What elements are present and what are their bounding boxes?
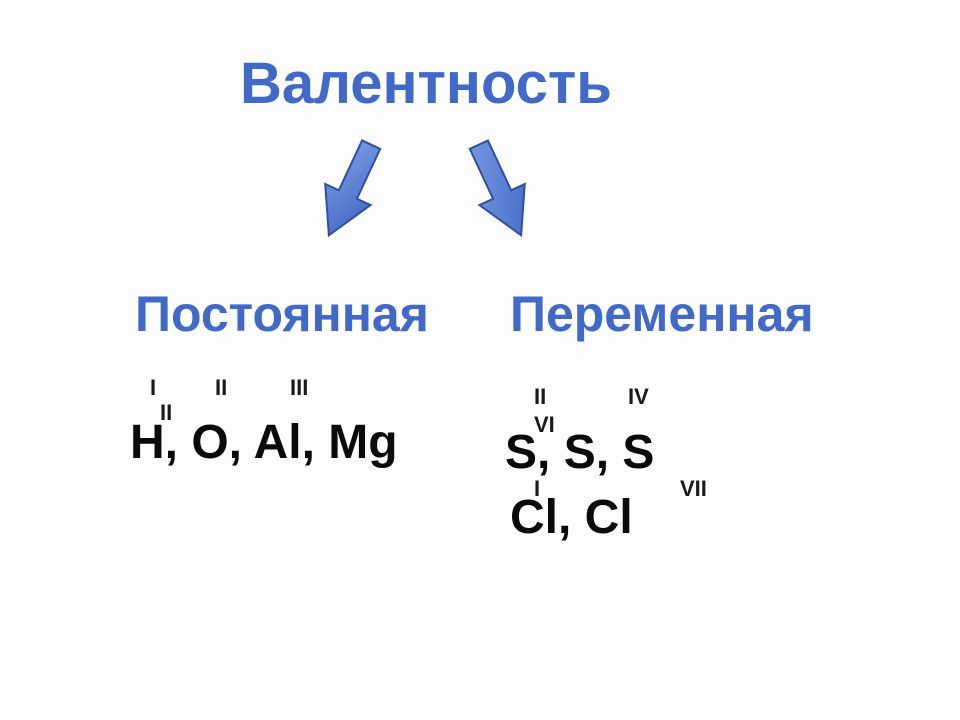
constant-sup-0: I: [150, 375, 156, 401]
heading-variable: Переменная: [510, 285, 814, 343]
heading-constant: Постоянная: [135, 285, 429, 343]
variable-cl-sup-1: VII: [680, 476, 707, 502]
slide-stage: Валентность Постоянная Переменна: [0, 0, 960, 720]
variable-s-sup-0: II: [534, 384, 546, 410]
title-valency: Валентность: [240, 50, 612, 117]
variable-s-sup-2: IV: [628, 384, 649, 410]
constant-sup-2: II: [160, 400, 172, 426]
variable-cl-sup-0: I: [534, 476, 540, 502]
constant-sup-1: II: [215, 375, 227, 401]
arrow-right: [450, 127, 551, 252]
constant-sup-3: III: [290, 375, 308, 401]
variable-formula-s: S, S, S: [505, 425, 654, 480]
arrow-left: [300, 127, 401, 252]
variable-formula-cl: Cl, Cl: [510, 490, 633, 545]
variable-s-sup-1: VI: [534, 412, 555, 438]
